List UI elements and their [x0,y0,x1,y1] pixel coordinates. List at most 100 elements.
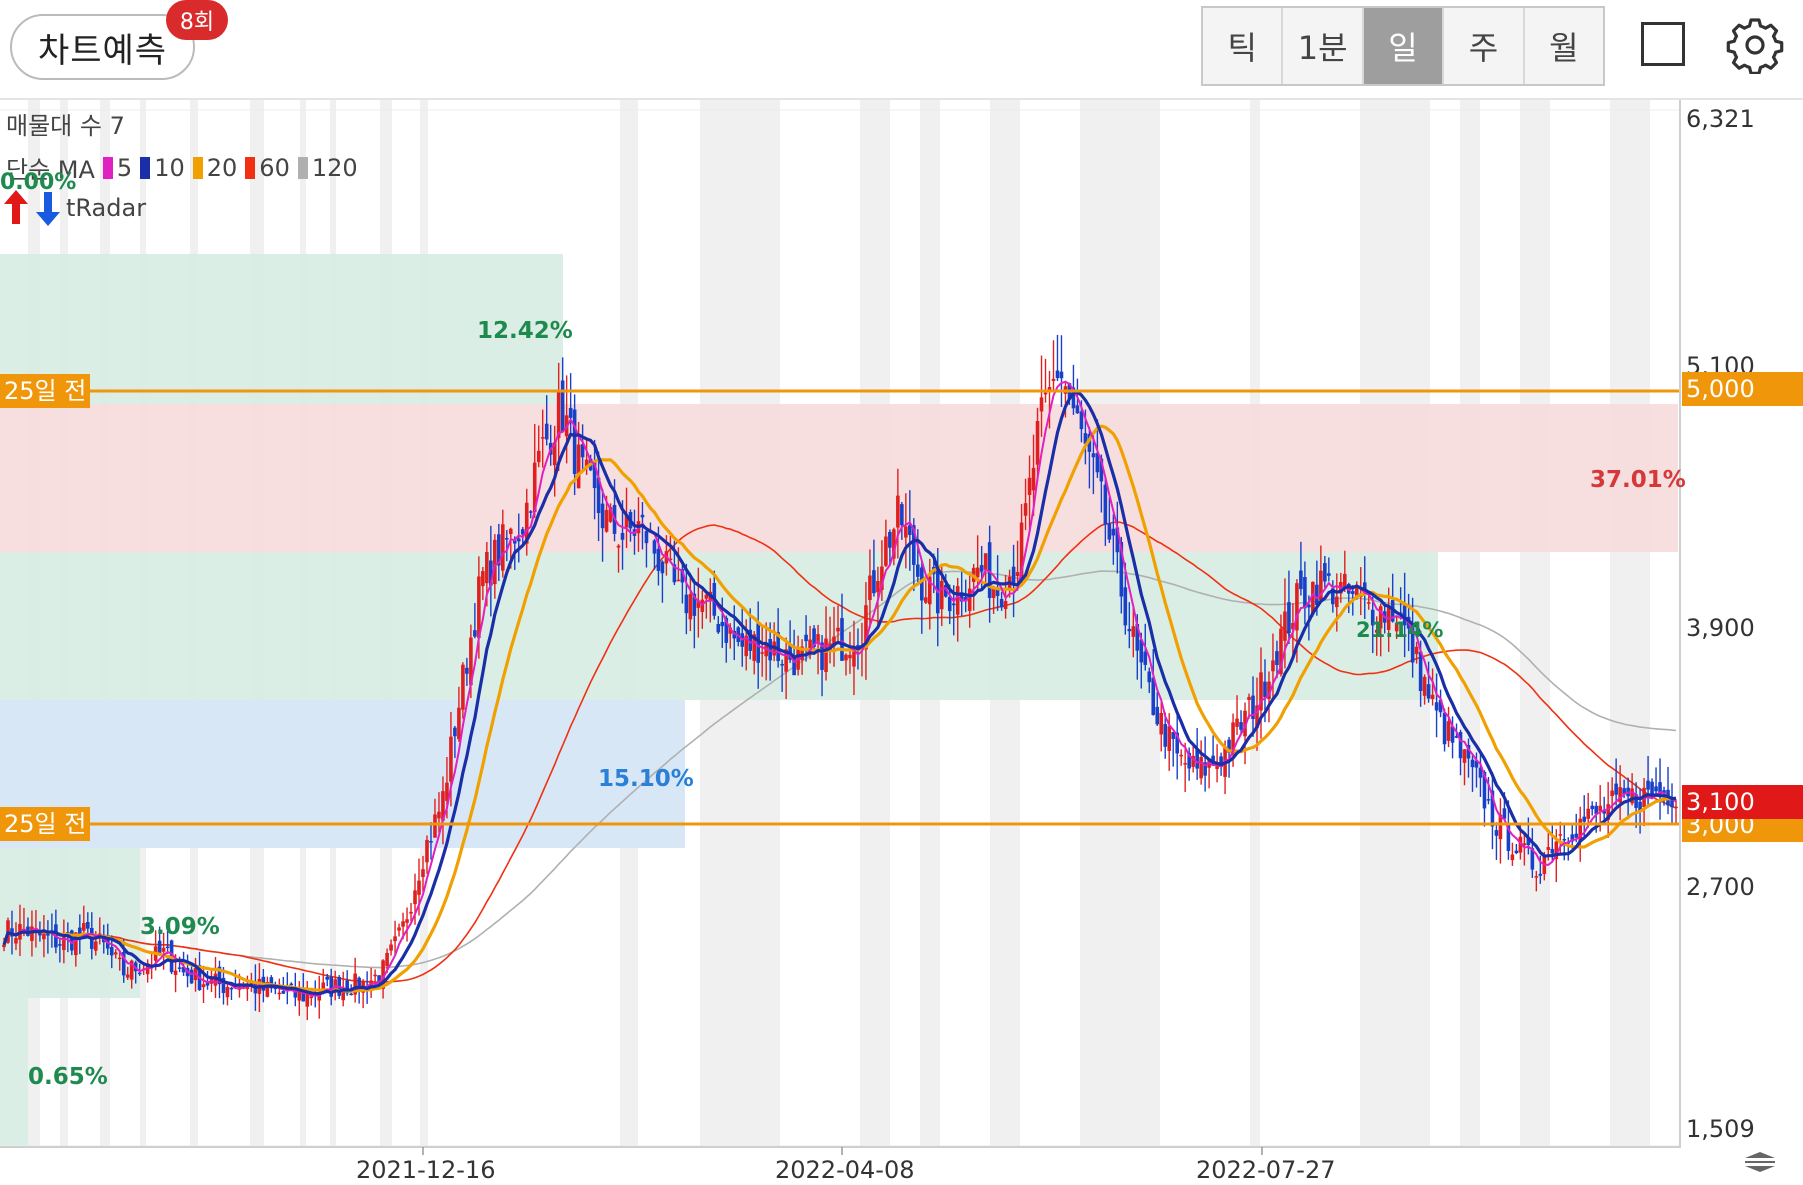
period-1min[interactable]: 1분 [1283,8,1364,84]
candle-body [672,564,677,583]
candle-body [1370,609,1375,626]
candle-body [42,933,46,940]
candle-body [1638,801,1642,811]
candle-body [437,811,441,819]
candle-body [1630,788,1634,804]
time-band [1610,100,1650,1147]
candle-body [1426,684,1431,699]
period-month[interactable]: 월 [1524,8,1604,84]
candle-body [1498,814,1503,840]
candle-body [927,576,932,605]
zone-upper-green [0,254,563,404]
candle-body [449,736,453,782]
candle-body [417,880,421,895]
candle-body [1634,794,1638,808]
candle-body [572,409,577,474]
candle-body [1594,805,1598,814]
chart-predict-button[interactable]: 차트예측 [10,14,195,80]
candle-body [1658,782,1662,797]
candle-body [959,592,964,602]
candle-body [201,984,206,988]
candle-body [497,534,501,566]
candle-body [1011,566,1016,585]
candle-body [1590,805,1595,810]
candle-body [724,617,729,643]
candle-body [1027,477,1032,495]
candle-body [1151,677,1156,715]
candle-body [900,504,904,526]
candle-body [1127,628,1132,632]
candle-body [1295,583,1299,631]
candle-body [844,654,848,661]
candle-body [1115,527,1120,553]
candle-body [82,923,86,931]
period-day[interactable]: 일 [1363,8,1445,84]
period-week[interactable]: 주 [1444,8,1525,84]
period-tick[interactable]: 틱 [1203,8,1284,84]
candle-body [1522,843,1527,846]
candle-body [1323,563,1327,582]
candle-body [780,664,784,666]
candle-body [1259,672,1263,711]
settings-gear-icon[interactable] [1726,16,1784,74]
candle-body [117,957,122,960]
candle-body [1163,724,1168,747]
ma20-label: 20 [206,153,238,182]
candle-body [441,791,445,821]
candle-body [1143,651,1148,665]
candle-body [923,597,928,603]
fullscreen-icon[interactable] [1641,22,1685,66]
candle-body [916,564,920,577]
price-chart[interactable] [0,100,1803,1185]
candle-body [680,568,685,583]
volume-profile-label: 매물대 수 7 [6,112,125,140]
candle-body [983,553,988,570]
candle-body [14,938,18,944]
candle-body [1598,805,1602,812]
candle-body [620,532,625,540]
candle-body [225,986,230,998]
candle-body [1019,522,1024,579]
candle-body [305,992,310,1007]
candle-body [345,980,349,994]
candle-body [1043,392,1048,395]
candle-body [1414,646,1419,655]
candle-body [524,502,529,544]
candle-body [1155,706,1160,725]
candle-body [393,936,397,942]
candle-body [1227,739,1231,753]
price-tick: 1,509 [1686,1115,1755,1143]
candle-body [469,637,473,686]
candle-body [1183,763,1187,765]
candle-body [477,576,481,638]
time-band [1460,100,1480,1147]
candle-body [1534,876,1539,878]
candle-body [908,525,912,535]
candle-body [1586,808,1591,819]
candle-body [1558,834,1563,836]
candle-body [405,919,409,923]
candle-body [289,983,294,986]
scroll-handle-icon[interactable] [1745,1152,1775,1172]
candle-body [756,623,760,663]
candle-body [820,642,824,670]
candle-body [888,531,892,548]
candle-body [1438,699,1443,713]
candle-body [413,890,417,905]
candle-body [544,423,549,440]
candle-body [181,966,186,973]
candle-body [429,841,433,843]
candle-body [552,442,557,466]
ref-label-lower: 25일 전 [0,807,91,841]
candle-body [1526,837,1531,846]
candle-body [967,588,972,611]
candle-body [1123,587,1128,626]
candle-body [161,947,166,952]
period-selector: 틱 1분 일 주 월 [1201,6,1605,86]
candle-body [896,495,900,528]
candle-body [584,459,589,468]
candle-body [1335,596,1339,608]
candle-body [652,540,657,554]
candle-body [1039,397,1044,412]
candle-body [1622,788,1626,795]
